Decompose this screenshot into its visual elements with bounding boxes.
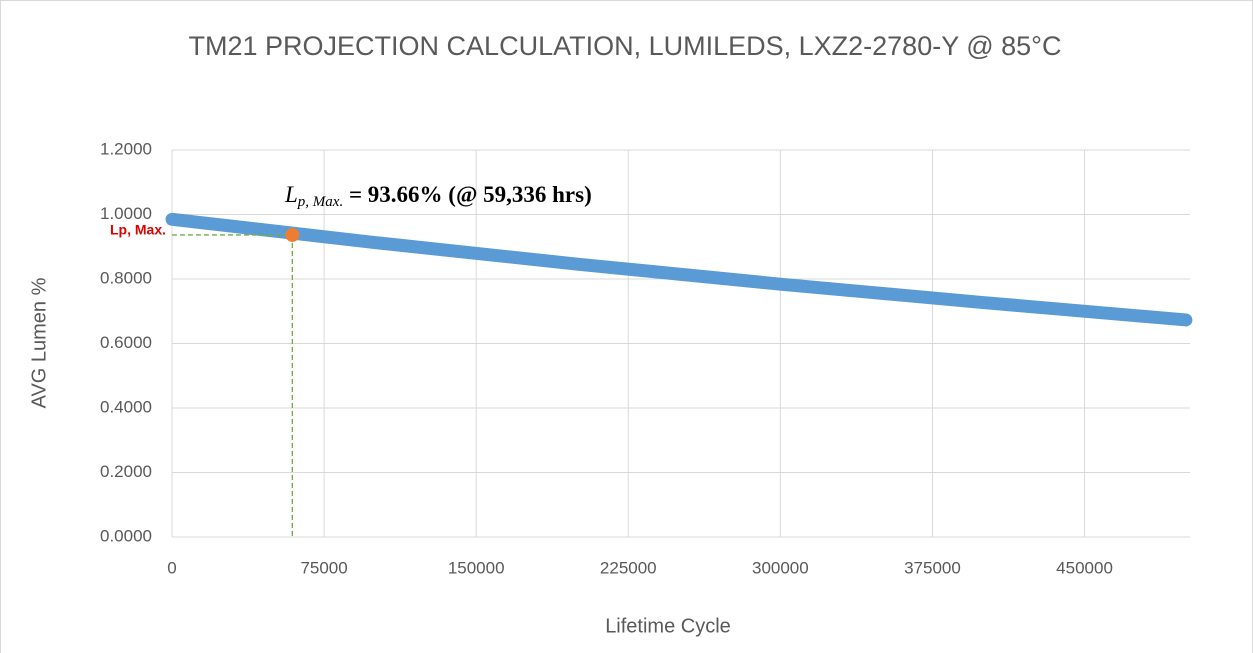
- y-tick-label: 1.2000: [100, 139, 152, 158]
- x-tick-label: 450000: [1056, 558, 1113, 577]
- x-tick-label: 75000: [300, 558, 347, 577]
- y-tick-label: 0.6000: [100, 333, 152, 352]
- y-tick-label: 0.2000: [100, 462, 152, 481]
- x-tick-label: 375000: [904, 558, 961, 577]
- x-tick-label: 225000: [600, 558, 657, 577]
- y-tick-label: 0.0000: [100, 526, 152, 545]
- series-line: [165, 212, 1193, 327]
- annotation: Lp, Max. = 93.66% (@ 59,336 hrs): [284, 182, 592, 210]
- y-tick-label: 1.0000: [100, 204, 152, 223]
- y-axis-label: AVG Lumen %: [28, 277, 50, 408]
- annotation-rest: = 93.66% (@ 59,336 hrs): [343, 182, 592, 208]
- x-tick-label: 0: [167, 558, 176, 577]
- highlight-label: Lp, Max.: [110, 222, 166, 238]
- highlight-point: [285, 227, 300, 242]
- x-tick-label: 150000: [448, 558, 505, 577]
- x-tick-label: 300000: [752, 558, 809, 577]
- chart-title: TM21 PROJECTION CALCULATION, LUMILEDS, L…: [188, 31, 1062, 61]
- y-tick-label: 0.4000: [100, 397, 152, 416]
- y-tick-label: 0.8000: [100, 268, 152, 287]
- x-axis-label: Lifetime Cycle: [605, 615, 731, 637]
- annotation-main: L: [284, 182, 298, 207]
- annotation-sub: p, Max.: [297, 194, 343, 210]
